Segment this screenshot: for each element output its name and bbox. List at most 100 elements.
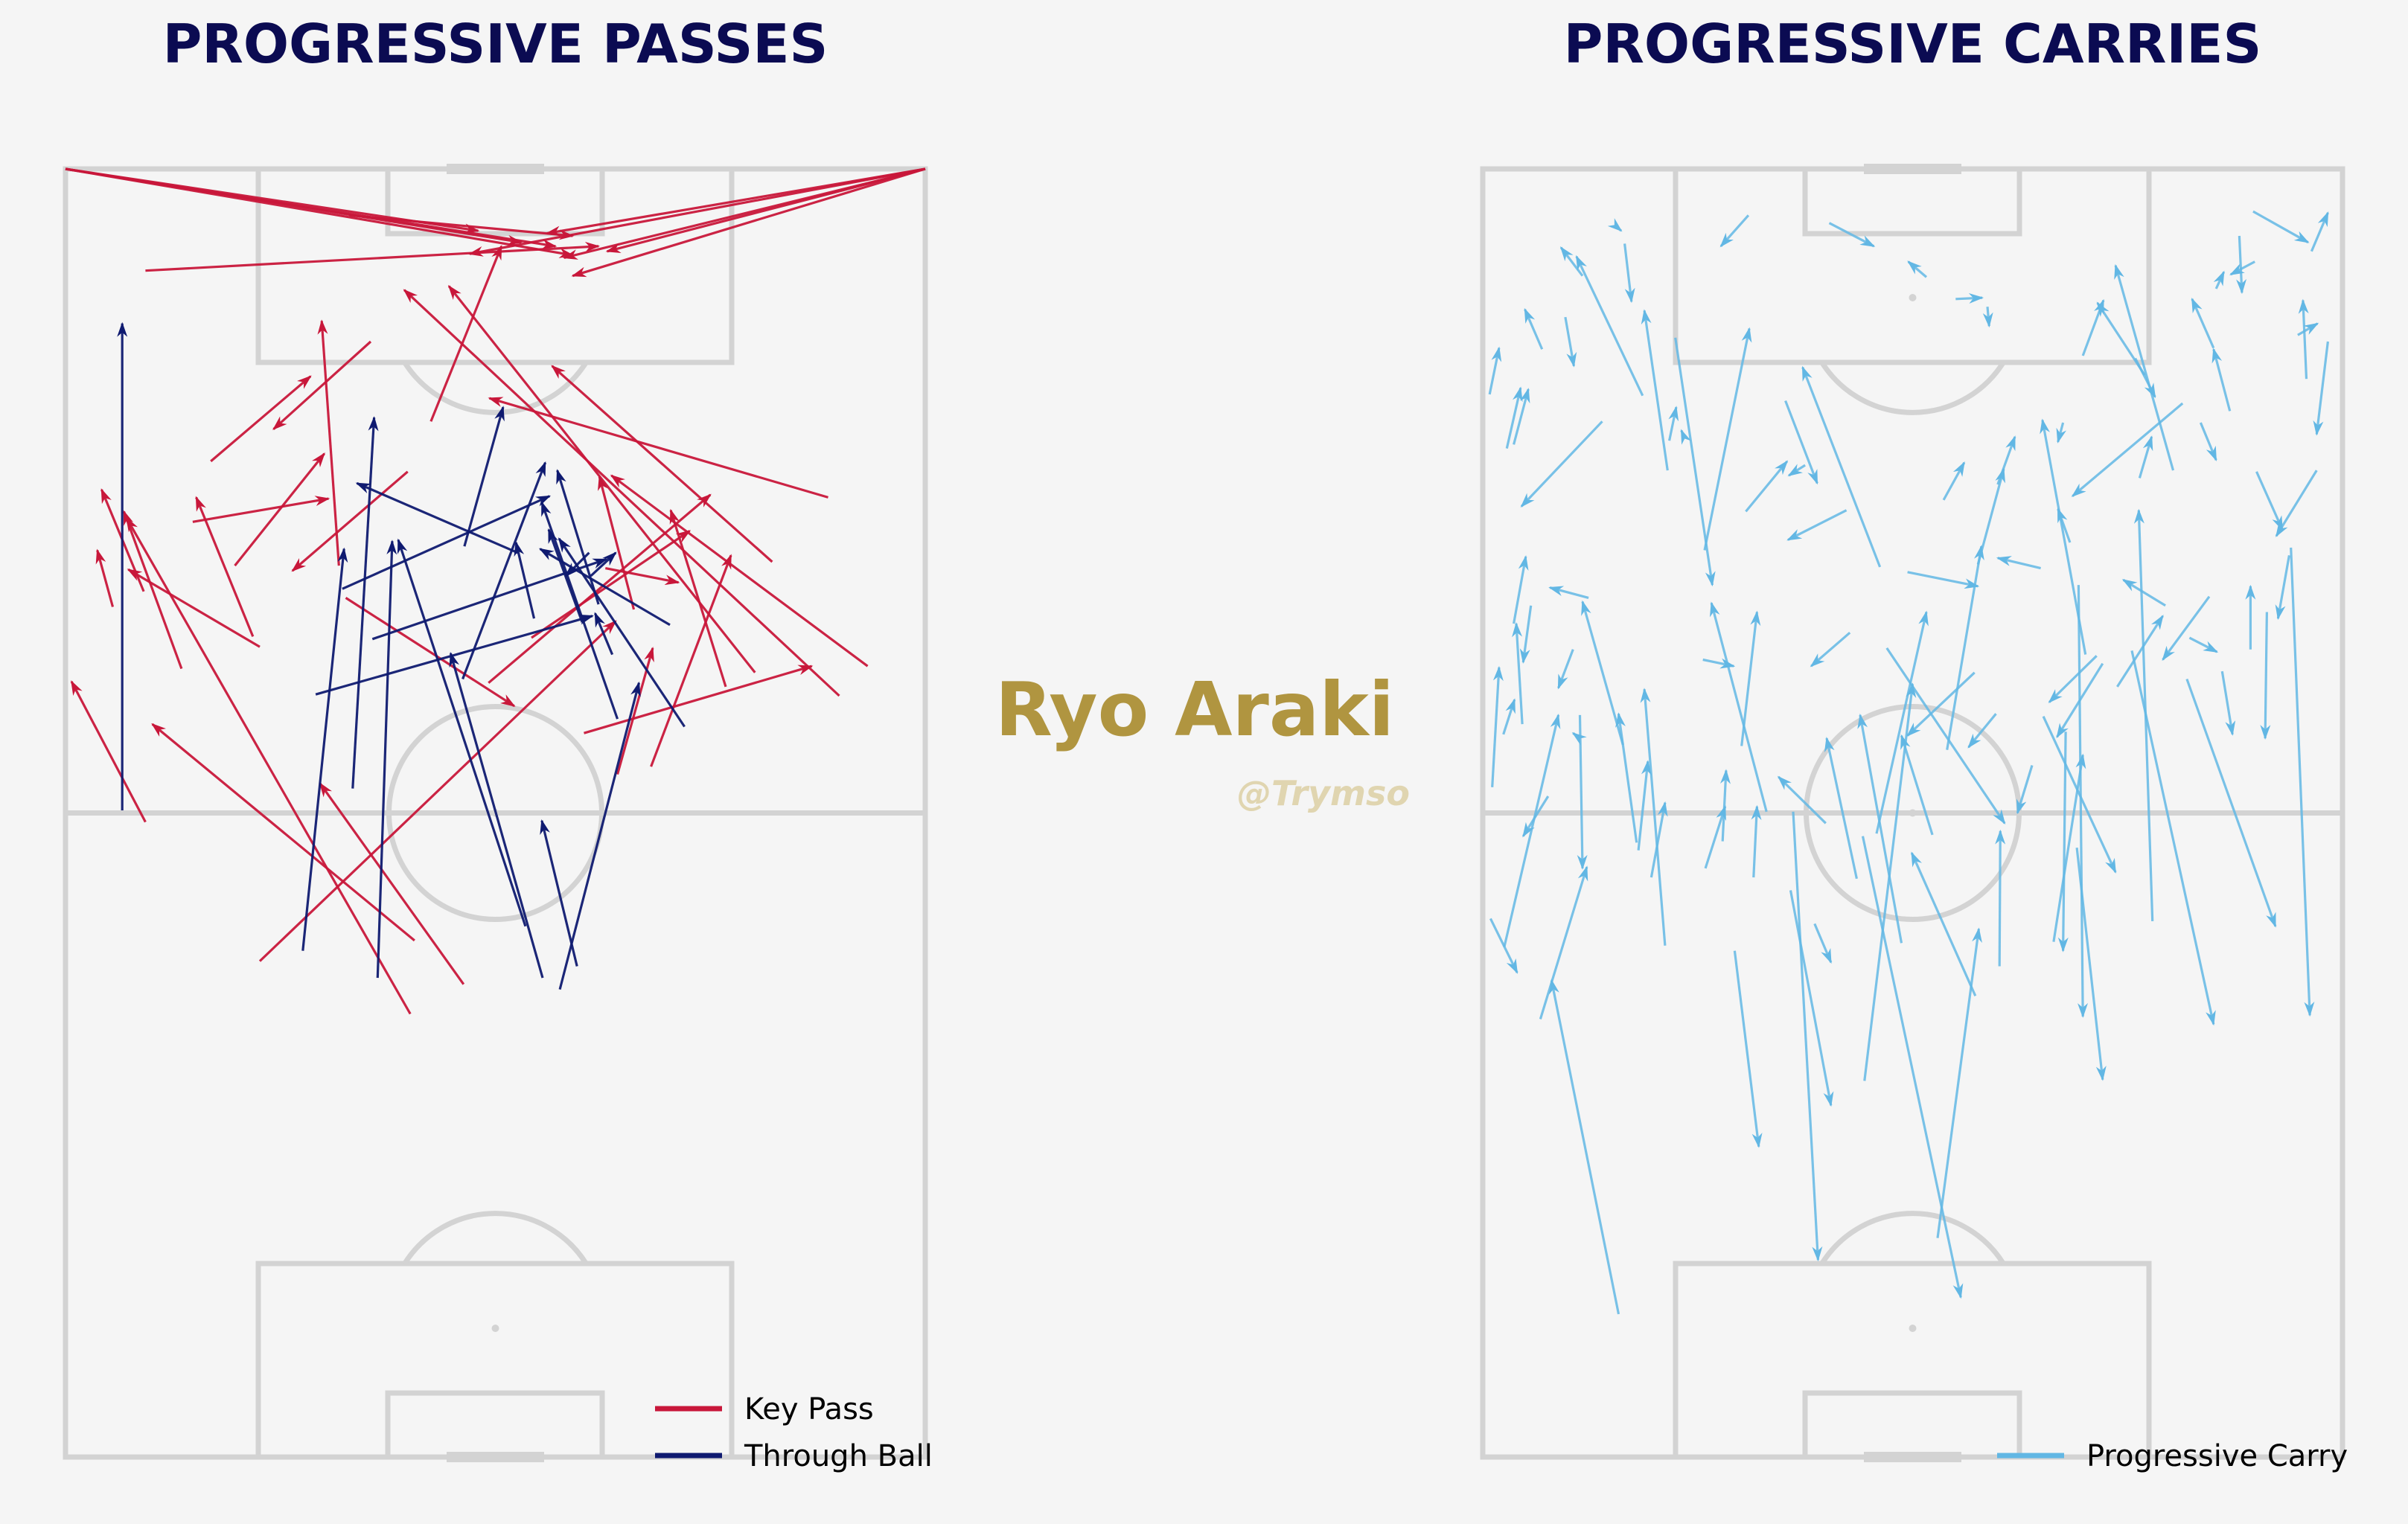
key-pass-arrow xyxy=(669,508,727,688)
key-pass-arrow xyxy=(125,516,412,1015)
progressive-carry-arrow xyxy=(1745,460,1789,513)
progressive-carry-arrow xyxy=(1710,601,1768,813)
progressive-carry-arrow xyxy=(2114,263,2175,471)
key-pass-arrow xyxy=(345,597,516,708)
key-pass-arrow xyxy=(258,620,617,962)
progressive-carry-arrow xyxy=(2071,402,2184,497)
progressive-carry-arrow xyxy=(2162,595,2211,662)
progressive-carry-arrow xyxy=(2057,508,2072,543)
key-pass-arrow xyxy=(531,530,692,639)
key-pass-arrow xyxy=(349,214,575,240)
key-pass-arrow xyxy=(272,340,372,431)
progressive-carry-arrow xyxy=(1702,658,1736,669)
penalty-arc-bottom xyxy=(402,1211,589,1265)
six-yard-box-top xyxy=(1802,166,2022,237)
progressive-carry-arrow xyxy=(1521,795,1550,838)
key-pass-arrow xyxy=(122,510,183,670)
penalty-arc-top xyxy=(402,361,589,415)
key-pass-arrow xyxy=(604,567,680,586)
penalty-arc-top xyxy=(1819,361,2006,415)
progressive-carry-arrow xyxy=(2048,655,2098,703)
carries-layer xyxy=(1488,210,2329,1315)
progressive-carry-arrow xyxy=(1649,801,1668,878)
progressive-carry-arrow xyxy=(1982,307,1993,328)
progressive-carry-arrow xyxy=(1861,836,1964,1299)
progressive-carry-arrow xyxy=(2199,422,2217,462)
passes-layer xyxy=(65,167,926,1015)
progressive-carry-arrow xyxy=(1549,979,1620,1315)
key-pass-arrow xyxy=(584,665,814,734)
progressive-carry-arrow xyxy=(2130,650,2216,1026)
key-pass-series xyxy=(65,167,926,1015)
progressive-carry-arrow xyxy=(2056,662,2104,739)
key-pass-arrow xyxy=(70,680,147,823)
key-pass-arrow xyxy=(429,245,503,422)
penalty-box-bottom xyxy=(1673,1261,2152,1460)
progressive-carry-arrow xyxy=(1577,714,1588,870)
through-ball-arrow xyxy=(301,547,348,951)
progressive-carry-arrow xyxy=(2220,670,2236,736)
progressive-carry-arrow xyxy=(2229,260,2255,276)
progressive-carry-arrow xyxy=(1786,509,1847,541)
progressive-carry-arrow xyxy=(2185,678,2277,928)
progressive-carry-arrow xyxy=(1513,388,1530,445)
progressive-carry-arrow xyxy=(1995,829,2006,967)
through-ball-series xyxy=(117,321,686,990)
progressive-carry-arrow xyxy=(1524,307,1544,350)
key-pass-arrow xyxy=(291,470,409,572)
progressive-carry-arrow xyxy=(1733,950,1763,1148)
progressive-carry-arrow xyxy=(2040,418,2087,655)
progressive-carry-arrow xyxy=(1936,927,1982,1238)
progressive-carry-arrow xyxy=(1680,429,1692,445)
through-ball-arrow xyxy=(376,540,397,979)
key-pass-arrow xyxy=(195,496,255,638)
progressive-carry-arrow xyxy=(1557,649,1574,690)
through-ball-arrow xyxy=(514,541,536,619)
progressive-carry-arrow xyxy=(1520,420,1603,508)
through-ball-arrow xyxy=(397,538,527,927)
progressive-carry-arrow xyxy=(1564,316,1577,368)
through-ball-arrow xyxy=(590,551,617,577)
progressive-carry-arrow xyxy=(2260,612,2271,740)
progressive-carry-arrow xyxy=(2290,547,2315,1017)
progressive-carry-arrow xyxy=(1637,760,1652,851)
progressive-carry-arrow xyxy=(1502,698,1516,735)
through-ball-arrow xyxy=(463,406,505,547)
key-pass-arrow xyxy=(403,289,840,697)
progressive-carry-arrow xyxy=(1910,851,1977,996)
progressive-carry-arrow xyxy=(2188,636,2219,653)
progressive-carry-arrow xyxy=(1863,682,1917,1081)
progressive-carry-arrow xyxy=(2275,470,2318,538)
progressive-carry-arrow xyxy=(1907,260,1928,278)
key-pass-arrow xyxy=(467,167,926,257)
progressive-carry-arrow xyxy=(2057,731,2069,952)
progressive-carry-arrow xyxy=(1792,811,1823,1262)
progressive-carry-arrow xyxy=(2016,765,2034,815)
player-name: Ryo Araki xyxy=(995,666,1394,753)
progressive-carry-arrow xyxy=(1548,586,1589,599)
progressive-carry-arrow xyxy=(1740,610,1761,746)
progressive-carry-arrow xyxy=(1976,467,2005,565)
progressive-carry-arrow xyxy=(1942,461,1966,501)
progressive-carry-arrow xyxy=(2191,297,2215,349)
progressive-carry-arrow xyxy=(1559,246,1584,277)
progressive-carry-arrow xyxy=(1907,571,1980,589)
penalty-box-bottom xyxy=(255,1261,735,1460)
progressive-carry-arrow xyxy=(1720,769,1731,842)
progressive-carry-arrow xyxy=(1674,337,1716,587)
through-ball-arrow xyxy=(355,481,519,554)
key-pass-arrow xyxy=(145,241,601,272)
penalty-spot-top xyxy=(1909,294,1917,301)
progressive-carry-arrow xyxy=(1967,713,1997,749)
chart-title-passes: PROGRESSIVE PASSES xyxy=(163,13,828,75)
progressive-carry-arrow xyxy=(2077,585,2089,1018)
progressive-carry-arrow xyxy=(1503,713,1561,947)
key-pass-arrow xyxy=(605,167,926,254)
key-pass-arrow xyxy=(192,496,330,523)
progressive-carry-arrow xyxy=(1784,400,1818,485)
progressive-carry-arrow xyxy=(1641,309,1669,471)
progressive-carry-arrow xyxy=(1751,804,1762,878)
progressive-carry-arrow xyxy=(1875,610,1929,834)
key-pass-arrow xyxy=(65,167,558,250)
